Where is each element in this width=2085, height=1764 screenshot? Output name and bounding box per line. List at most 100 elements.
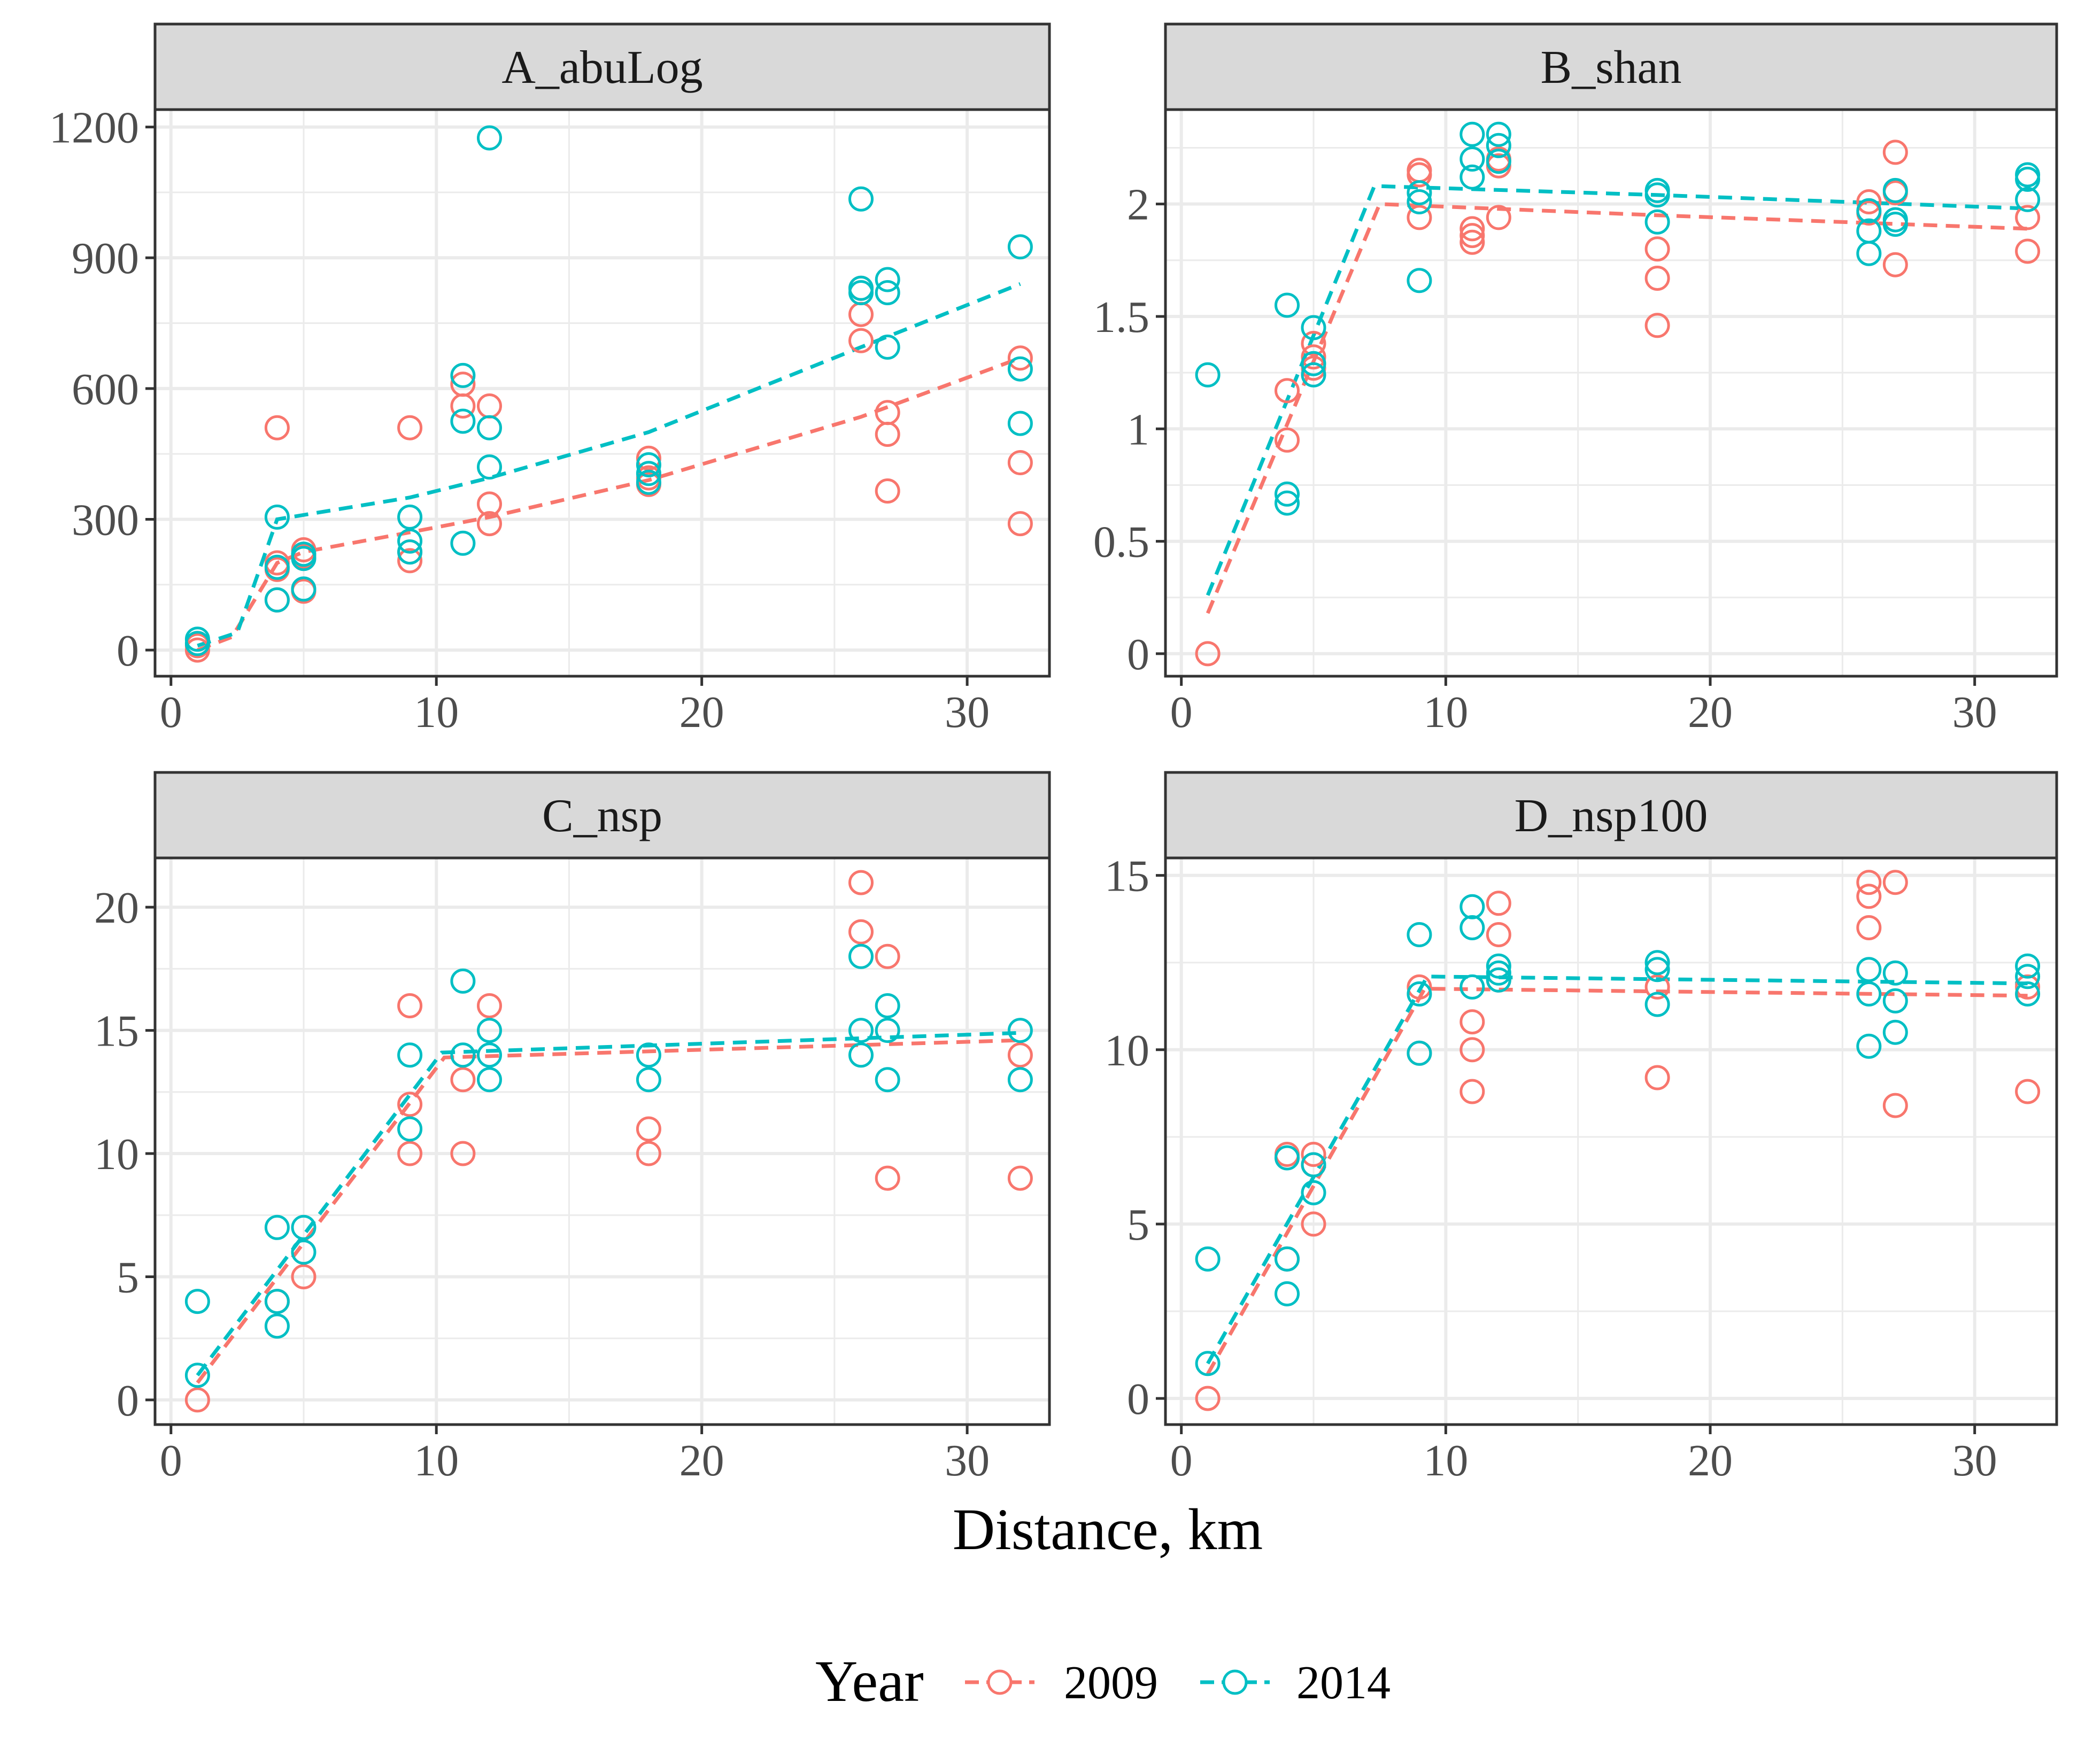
point-2009 xyxy=(397,993,423,1018)
point-2014 xyxy=(397,504,423,530)
x-tick-label: 0 xyxy=(1170,1436,1193,1486)
point-2014 xyxy=(875,1018,900,1043)
fit-line-2014 xyxy=(1206,184,2028,596)
facet-title: C_nsp xyxy=(542,790,662,842)
facet-strip xyxy=(153,771,1051,860)
x-tick-label: 10 xyxy=(414,1436,459,1486)
point-2014 xyxy=(848,186,874,212)
fit-line-2009 xyxy=(197,356,1021,652)
y-tick-label: 1.5 xyxy=(1093,292,1149,342)
point-2009 xyxy=(2015,974,2041,1000)
point-2014 xyxy=(477,1042,502,1068)
point-2014 xyxy=(264,504,290,530)
y-tick-label: 0 xyxy=(1127,1374,1149,1424)
point-2014 xyxy=(2015,953,2041,979)
point-2014 xyxy=(1460,121,1485,147)
point-2014 xyxy=(875,334,900,360)
point-2009 xyxy=(636,1116,661,1142)
x-tick-label: 20 xyxy=(679,687,724,737)
x-tick-label: 20 xyxy=(1688,687,1733,737)
point-2014 xyxy=(1407,981,1432,1007)
point-2009 xyxy=(1460,1037,1485,1063)
y-tick-label: 15 xyxy=(1105,852,1149,901)
point-2014 xyxy=(1195,1246,1221,1272)
point-2014 xyxy=(2015,166,2041,192)
point-2009 xyxy=(1007,450,1033,475)
point-2014 xyxy=(477,125,502,151)
point-2014 xyxy=(184,631,210,656)
point-2009 xyxy=(1644,313,1670,338)
y-tick-label: 0 xyxy=(117,626,139,676)
point-2009 xyxy=(875,943,900,969)
facet-title: A_abuLog xyxy=(501,42,702,94)
x-tick-label: 0 xyxy=(160,1436,182,1486)
point-2009 xyxy=(1882,1093,1908,1118)
point-2014 xyxy=(450,1042,476,1068)
point-2014 xyxy=(264,1289,290,1314)
point-2009 xyxy=(636,445,661,471)
point-2014 xyxy=(477,1018,502,1043)
x-tick-label: 20 xyxy=(1688,1436,1733,1486)
y-tick-label: 2 xyxy=(1127,180,1149,230)
point-2014 xyxy=(264,554,290,580)
point-2009 xyxy=(1460,216,1485,242)
point-2014 xyxy=(184,1289,210,1314)
facet-strip xyxy=(153,22,1051,111)
point-2014 xyxy=(875,280,900,305)
point-2014 xyxy=(1856,241,1882,266)
point-2009 xyxy=(1007,1165,1033,1191)
fit-line-2009 xyxy=(196,1038,1021,1384)
point-2009 xyxy=(477,511,502,537)
y-tick-label: 600 xyxy=(72,365,139,414)
point-2009 xyxy=(1644,266,1670,291)
y-tick-label: 900 xyxy=(72,234,139,283)
point-2014 xyxy=(1486,133,1511,158)
legend-key-point xyxy=(987,1669,1013,1695)
point-2009 xyxy=(450,1141,476,1166)
point-2014 xyxy=(1195,362,1221,388)
point-2014 xyxy=(1301,315,1326,341)
y-tick-label: 10 xyxy=(1105,1026,1149,1076)
point-2014 xyxy=(184,1363,210,1388)
point-2014 xyxy=(636,452,661,477)
point-2009 xyxy=(2015,1079,2041,1104)
point-2014 xyxy=(1882,212,1908,237)
point-2009 xyxy=(1301,344,1326,370)
point-2014 xyxy=(477,454,502,480)
point-2014 xyxy=(1007,234,1033,260)
legend-label: 2014 xyxy=(1296,1657,1391,1709)
point-2014 xyxy=(1486,967,1511,993)
point-2014 xyxy=(1882,177,1908,203)
point-2009 xyxy=(636,1141,661,1166)
facet-title: D_nsp100 xyxy=(1515,790,1708,842)
y-tick-label: 20 xyxy=(94,883,139,933)
point-2014 xyxy=(1882,988,1908,1013)
point-2009 xyxy=(397,415,423,440)
point-2009 xyxy=(1460,1009,1485,1035)
point-2014 xyxy=(848,943,874,969)
y-tick-label: 5 xyxy=(1127,1200,1149,1250)
point-2014 xyxy=(1644,992,1670,1017)
point-2009 xyxy=(1460,1079,1485,1104)
facet-strip xyxy=(1164,771,2058,860)
y-tick-label: 1200 xyxy=(49,103,139,153)
point-2014 xyxy=(1460,915,1485,940)
x-tick-label: 20 xyxy=(679,1436,724,1486)
panel-background xyxy=(155,110,1049,676)
point-2014 xyxy=(1460,974,1485,1000)
point-2009 xyxy=(1007,345,1033,371)
point-2014 xyxy=(1301,1152,1326,1178)
point-2009 xyxy=(397,1141,423,1166)
point-2014 xyxy=(1007,356,1033,382)
x-tick-label: 10 xyxy=(1423,1436,1468,1486)
point-2014 xyxy=(1407,922,1432,947)
facet-title: B_shan xyxy=(1541,42,1682,94)
x-tick-label: 30 xyxy=(1952,1436,1997,1486)
point-2014 xyxy=(264,587,290,613)
point-2009 xyxy=(2015,238,2041,264)
legend: Year 2009 2014 xyxy=(815,1649,1391,1714)
point-2014 xyxy=(1275,1246,1300,1272)
